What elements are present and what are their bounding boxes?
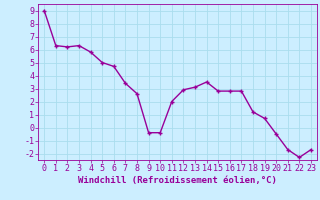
X-axis label: Windchill (Refroidissement éolien,°C): Windchill (Refroidissement éolien,°C) bbox=[78, 176, 277, 185]
